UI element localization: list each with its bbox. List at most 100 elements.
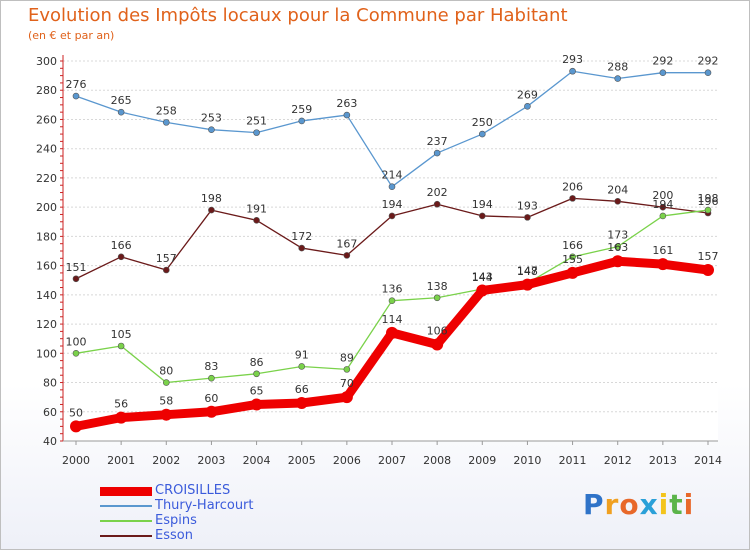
- data-label: 155: [562, 253, 583, 266]
- logo-letter: x: [639, 488, 659, 521]
- data-label: 265: [111, 94, 132, 107]
- data-label: 198: [698, 192, 719, 205]
- data-label: 56: [114, 398, 128, 411]
- data-point: [250, 398, 263, 411]
- data-label: 91: [295, 348, 309, 361]
- data-point: [117, 108, 125, 116]
- y-tick-label: 260: [36, 113, 57, 126]
- data-point: [478, 130, 486, 138]
- x-tick-label: 2006: [333, 454, 361, 467]
- data-label: 214: [382, 169, 403, 182]
- x-tick-label: 2014: [694, 454, 722, 467]
- data-point: [115, 411, 128, 424]
- data-point: [343, 366, 351, 373]
- data-label: 292: [698, 55, 719, 68]
- data-point: [117, 342, 125, 350]
- data-label: 193: [517, 199, 538, 212]
- legend-label: Esson: [155, 528, 193, 543]
- legend-label: Espins: [155, 513, 197, 528]
- y-tick-label: 280: [36, 84, 57, 97]
- data-point: [72, 92, 80, 100]
- data-label: 258: [156, 104, 177, 117]
- data-point: [704, 69, 712, 76]
- data-point: [433, 149, 441, 157]
- y-tick-label: 240: [36, 143, 57, 156]
- data-point: [208, 206, 215, 214]
- x-tick-label: 2005: [288, 454, 316, 467]
- data-point: [160, 408, 173, 421]
- data-label: 251: [246, 115, 267, 128]
- data-point: [117, 253, 125, 261]
- x-tick-label: 2008: [423, 454, 451, 467]
- data-label: 259: [291, 103, 312, 116]
- data-label: 237: [427, 135, 448, 148]
- data-label: 70: [340, 377, 354, 390]
- data-point: [524, 214, 531, 221]
- data-label: 288: [607, 61, 628, 74]
- data-label: 250: [472, 116, 493, 129]
- data-label: 148: [517, 265, 538, 278]
- data-point: [208, 126, 215, 133]
- data-point: [388, 212, 396, 220]
- data-label: 60: [204, 392, 218, 405]
- data-point: [298, 363, 306, 370]
- y-tick-label: 180: [36, 230, 57, 243]
- legend-label: CROISILLES: [155, 483, 231, 498]
- data-label: 80: [159, 365, 173, 378]
- x-tick-label: 2003: [197, 454, 225, 467]
- data-point: [72, 350, 80, 357]
- data-label: 157: [156, 252, 177, 265]
- x-tick-label: 2010: [513, 454, 541, 467]
- data-label: 163: [607, 241, 628, 254]
- data-label: 166: [562, 239, 583, 252]
- data-label: 293: [562, 53, 583, 66]
- data-label: 269: [517, 88, 538, 101]
- data-point: [162, 379, 170, 386]
- x-tick-label: 2013: [649, 454, 677, 467]
- data-point: [659, 203, 667, 211]
- data-point: [704, 206, 712, 214]
- logo-letter: i: [683, 488, 695, 521]
- data-label: 161: [652, 244, 673, 257]
- x-tick-label: 2009: [468, 454, 496, 467]
- data-label: 200: [652, 189, 673, 202]
- data-label: 253: [201, 112, 222, 125]
- data-point: [614, 75, 622, 82]
- y-tick-label: 160: [36, 260, 57, 273]
- x-tick-label: 2001: [107, 454, 135, 467]
- data-label: 173: [607, 229, 628, 242]
- data-label: 202: [427, 186, 448, 199]
- x-tick-label: 2012: [604, 454, 632, 467]
- data-point: [659, 69, 667, 76]
- y-tick-label: 140: [36, 289, 57, 302]
- data-label: 194: [652, 198, 673, 211]
- data-label: 114: [382, 313, 403, 326]
- logo-letter: t: [669, 488, 684, 521]
- chart-title: Evolution des Impôts locaux pour la Comm…: [28, 5, 568, 26]
- data-point: [659, 212, 667, 220]
- data-point: [253, 217, 260, 224]
- data-label: 263: [336, 97, 357, 110]
- y-tick-label: 80: [43, 377, 57, 390]
- data-point: [298, 117, 306, 125]
- data-label: 106: [427, 325, 448, 338]
- data-point: [208, 374, 215, 382]
- data-point: [253, 370, 260, 378]
- x-tick-label: 2004: [243, 454, 271, 467]
- data-point: [566, 266, 579, 279]
- x-tick-label: 2007: [378, 454, 406, 467]
- y-tick-label: 100: [36, 347, 57, 360]
- data-point: [72, 275, 80, 283]
- y-tick-label: 40: [43, 435, 57, 448]
- data-point: [162, 119, 170, 126]
- data-label: 89: [340, 351, 354, 364]
- data-label: 167: [336, 237, 357, 250]
- data-label: 292: [652, 55, 673, 68]
- data-point: [295, 397, 308, 409]
- x-tick-label: 2011: [559, 454, 587, 467]
- data-label: 50: [69, 406, 83, 419]
- proxiti-logo: Proxiti: [583, 488, 694, 521]
- legend-swatch: [100, 505, 152, 507]
- data-point: [388, 183, 396, 190]
- data-point: [569, 67, 576, 75]
